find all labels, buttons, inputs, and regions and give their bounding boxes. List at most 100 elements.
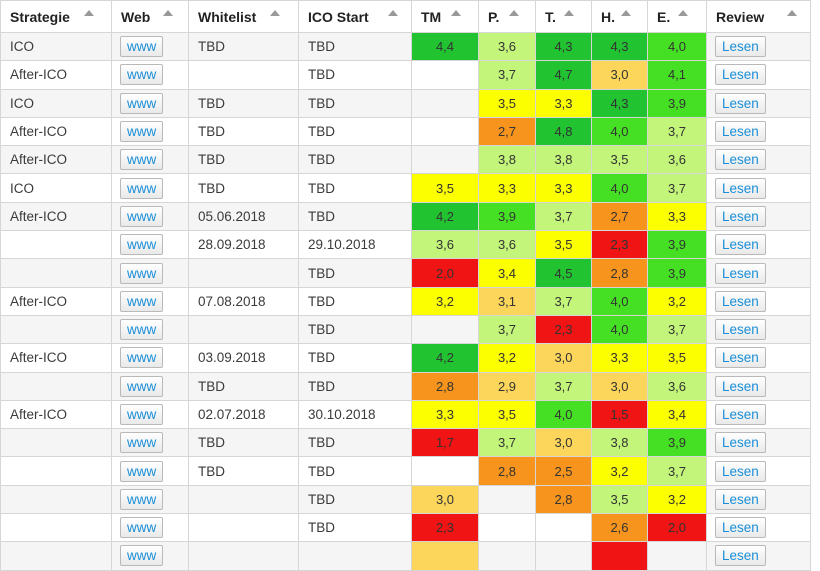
sort-arrow-icon[interactable]	[678, 10, 688, 16]
cell-score-tm	[411, 456, 479, 486]
web-link-button[interactable]: www	[120, 149, 164, 171]
review-read-button[interactable]: Lesen	[715, 404, 766, 425]
cell-ico-start: TBD	[298, 484, 412, 515]
cell-strategie: After-ICO	[0, 286, 112, 316]
cell-score-tm	[411, 541, 479, 571]
sort-arrow-icon[interactable]	[388, 10, 398, 16]
cell-score-e: 3,6	[647, 145, 707, 175]
cell-score-t: 3,3	[535, 88, 592, 118]
web-link-button[interactable]: www	[120, 347, 164, 369]
review-read-button[interactable]: Lesen	[715, 205, 766, 227]
cell-strategie: After-ICO	[0, 116, 112, 147]
sort-arrow-icon[interactable]	[84, 10, 94, 16]
col-header-label: Whitelist	[198, 8, 257, 25]
cell-review: Lesen	[706, 31, 811, 62]
review-read-button[interactable]: Lesen	[715, 121, 766, 143]
cell-score-p: 3,9	[478, 201, 536, 232]
cell-score-t: 4,0	[535, 399, 592, 430]
cell-web: www	[111, 428, 189, 458]
col-header-label: ICO Start	[308, 8, 369, 25]
cell-strategie	[0, 456, 112, 486]
sort-arrow-icon[interactable]	[270, 10, 280, 16]
sort-arrow-icon[interactable]	[451, 10, 461, 16]
cell-review: Lesen	[706, 371, 811, 401]
col-header-label: Web	[121, 8, 151, 25]
web-link-button[interactable]: www	[120, 262, 164, 284]
cell-review: Lesen	[706, 428, 811, 458]
cell-score-h: 3,0	[591, 60, 648, 90]
cell-score-tm: 2,8	[411, 371, 479, 401]
web-link-button[interactable]: www	[120, 517, 164, 539]
review-read-button[interactable]: Lesen	[715, 92, 766, 114]
table-row: After-ICO www 02.07.2018 30.10.2018 3,3 3,5 4,…	[0, 399, 811, 430]
review-read-button[interactable]: Lesen	[715, 64, 766, 86]
review-read-button[interactable]: Lesen	[715, 432, 766, 454]
cell-strategie	[0, 230, 112, 260]
web-link-button[interactable]: www	[120, 205, 164, 227]
cell-score-h	[591, 541, 648, 571]
col-header-review[interactable]: Review	[706, 0, 811, 33]
review-read-button[interactable]: Lesen	[715, 488, 766, 510]
web-link-button[interactable]: www	[120, 121, 164, 143]
web-link-button[interactable]: www	[120, 36, 164, 58]
col-header-whitelist[interactable]: Whitelist	[188, 0, 299, 33]
col-header-label: T.	[545, 8, 556, 25]
cell-score-h: 3,2	[591, 456, 648, 486]
web-link-button[interactable]: www	[120, 290, 164, 312]
review-read-button[interactable]: Lesen	[715, 319, 766, 341]
cell-ico-start	[298, 541, 412, 571]
col-header-web[interactable]: Web	[111, 0, 189, 33]
sort-arrow-icon[interactable]	[621, 10, 631, 16]
cell-score-p: 3,1	[478, 286, 536, 316]
review-read-button[interactable]: Lesen	[715, 177, 766, 199]
col-header-p[interactable]: P.	[478, 0, 536, 33]
web-link-button[interactable]: www	[120, 319, 164, 341]
review-read-button[interactable]: Lesen	[715, 375, 766, 397]
col-header-ico-start[interactable]: ICO Start	[298, 0, 412, 33]
web-link-button[interactable]: www	[120, 404, 164, 425]
cell-score-t: 3,7	[535, 201, 592, 232]
review-read-button[interactable]: Lesen	[715, 262, 766, 284]
table-row: www TBD TBD 2,8 2,5 3,2 3,7 Lesen	[0, 456, 811, 486]
web-link-button[interactable]: www	[120, 234, 164, 256]
sort-arrow-icon[interactable]	[509, 10, 519, 16]
web-link-button[interactable]: www	[120, 375, 164, 397]
cell-strategie	[0, 541, 112, 571]
col-header-e[interactable]: E.	[647, 0, 707, 33]
review-read-button[interactable]: Lesen	[715, 290, 766, 312]
cell-review: Lesen	[706, 343, 811, 373]
table-row: After-ICO www 07.08.2018 TBD 3,2 3,1 3,7 4,0 3,2…	[0, 286, 811, 316]
cell-score-p: 3,3	[478, 173, 536, 203]
cell-strategie: ICO	[0, 88, 112, 118]
review-read-button[interactable]: Lesen	[715, 517, 766, 539]
sort-arrow-icon[interactable]	[787, 10, 797, 16]
sort-arrow-icon[interactable]	[564, 10, 574, 16]
review-read-button[interactable]: Lesen	[715, 347, 766, 369]
col-header-tm[interactable]: TM	[411, 0, 479, 33]
web-link-button[interactable]: www	[120, 177, 164, 199]
cell-strategie: After-ICO	[0, 201, 112, 232]
review-read-button[interactable]: Lesen	[715, 149, 766, 171]
sort-arrow-icon[interactable]	[163, 10, 173, 16]
web-link-button[interactable]: www	[120, 488, 164, 510]
cell-score-e: 4,0	[647, 31, 707, 62]
col-header-strategie[interactable]: Strategie	[0, 0, 112, 33]
table-row: www TBD 3,0 2,8 3,5 3,2 Lesen	[0, 484, 811, 515]
review-read-button[interactable]: Lesen	[715, 234, 766, 256]
col-header-t[interactable]: T.	[535, 0, 592, 33]
cell-strategie	[0, 371, 112, 401]
cell-score-t	[535, 541, 592, 571]
review-read-button[interactable]: Lesen	[715, 36, 766, 58]
cell-score-t: 3,0	[535, 428, 592, 458]
web-link-button[interactable]: www	[120, 460, 164, 482]
web-link-button[interactable]: www	[120, 64, 164, 86]
cell-web: www	[111, 513, 189, 543]
web-link-button[interactable]: www	[120, 432, 164, 454]
web-link-button[interactable]: www	[120, 92, 164, 114]
col-header-h[interactable]: H.	[591, 0, 648, 33]
review-read-button[interactable]: Lesen	[715, 460, 766, 482]
cell-score-e: 3,9	[647, 428, 707, 458]
table-row: After-ICO www TBD TBD 2,7 4,8 4,0 3,7 Lesen	[0, 116, 811, 147]
cell-score-h: 3,5	[591, 145, 648, 175]
cell-web: www	[111, 31, 189, 62]
